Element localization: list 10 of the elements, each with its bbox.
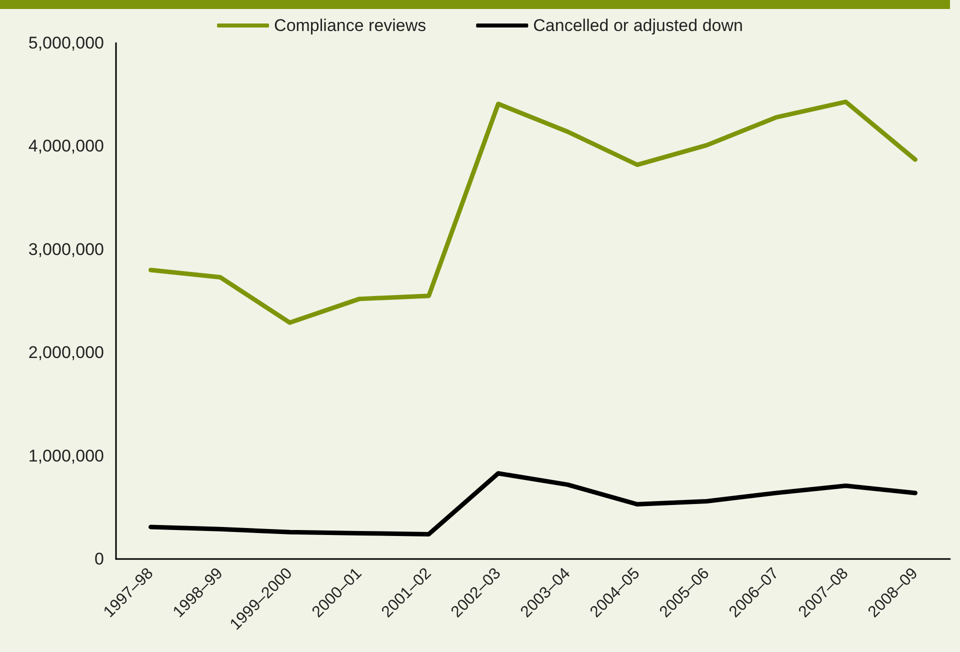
y-tick-label: 4,000,000 xyxy=(28,136,104,156)
line-series xyxy=(148,100,918,325)
legend-label: Cancelled or adjusted down xyxy=(533,16,743,35)
y-tick-label: 1,000,000 xyxy=(28,446,104,466)
y-tick-label: 3,000,000 xyxy=(28,240,104,259)
y-tick-label: 2,000,000 xyxy=(28,343,104,362)
legend-label: Compliance reviews xyxy=(274,16,426,35)
line-series xyxy=(148,471,918,536)
y-tick-label: 5,000,000 xyxy=(28,34,104,52)
y-tick-label: 0 xyxy=(94,550,104,568)
